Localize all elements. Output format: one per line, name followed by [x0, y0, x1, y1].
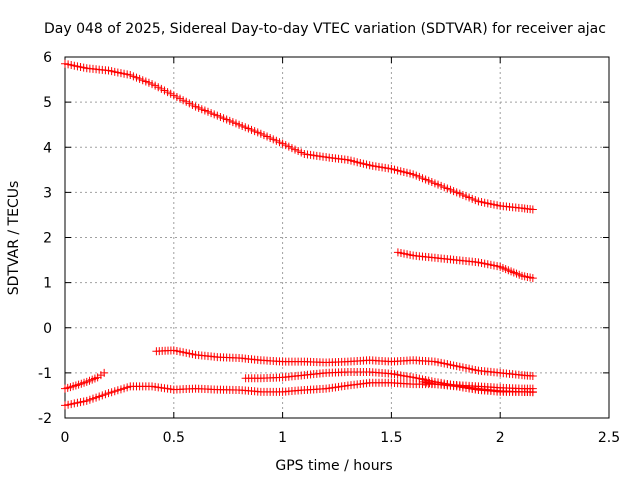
x-tick-label: 2 — [496, 430, 505, 446]
data-point — [100, 368, 109, 377]
series-track-6 — [61, 368, 109, 393]
data-point — [528, 372, 537, 381]
y-tick-label: 1 — [43, 276, 52, 292]
y-tick-label: 4 — [43, 140, 52, 156]
series-track-3 — [152, 346, 537, 381]
series-track-2 — [393, 248, 537, 283]
y-axis-label: SDTVAR / TECUs — [6, 181, 22, 296]
data-point — [528, 387, 537, 396]
x-tick-label: 1 — [278, 430, 287, 446]
y-tick-label: -2 — [38, 411, 52, 427]
x-axis-label: GPS time / hours — [275, 458, 392, 474]
grid — [65, 57, 609, 418]
x-tick-label: 1.5 — [380, 430, 402, 446]
y-tick-label: 6 — [43, 50, 52, 66]
y-tick-label: 3 — [43, 185, 52, 201]
y-tick-label: 5 — [43, 95, 52, 111]
y-tick-label: -1 — [38, 366, 52, 382]
x-axis: 0 0.5 1 1.5 2 2.5 — [61, 57, 620, 446]
series-track-5 — [61, 378, 537, 410]
chart-title: Day 048 of 2025, Sidereal Day-to-day VTE… — [44, 21, 606, 37]
y-tick-label: 2 — [43, 231, 52, 247]
series-track-7 — [420, 377, 537, 396]
series-track-1 — [61, 59, 537, 214]
x-tick-label: 2.5 — [598, 430, 620, 446]
x-tick-label: 0.5 — [163, 430, 185, 446]
y-tick-label: 0 — [43, 321, 52, 337]
data-point — [528, 205, 537, 214]
data-points — [61, 59, 537, 410]
x-tick-label: 0 — [61, 430, 70, 446]
data-point — [528, 274, 537, 283]
y-axis: -2 -1 0 1 2 3 4 5 6 — [38, 50, 609, 427]
